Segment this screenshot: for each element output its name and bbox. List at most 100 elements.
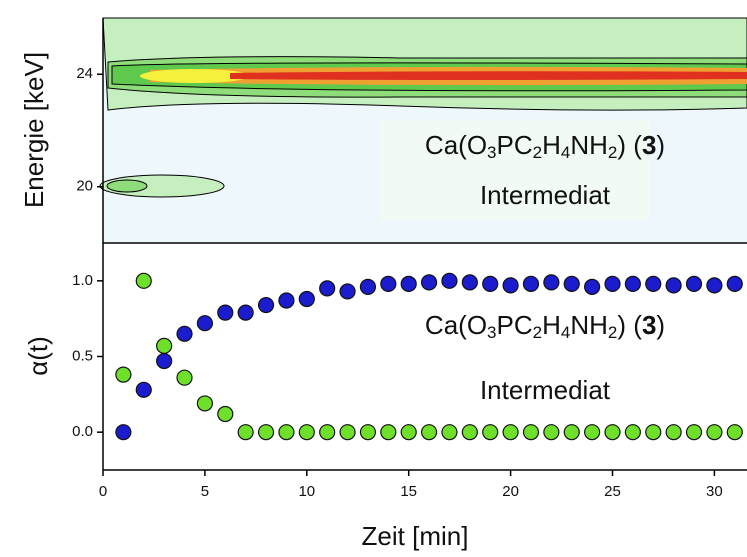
data-point (543, 274, 560, 291)
data-point (706, 277, 723, 294)
data-point (502, 424, 519, 441)
annotation-part: 3 (487, 143, 496, 162)
data-point (257, 424, 275, 441)
data-point (176, 325, 193, 342)
data-point (339, 424, 356, 441)
x-tick-label: 0 (99, 483, 107, 500)
x-axis-label: Zeit [min] (362, 521, 469, 551)
data-point (217, 405, 234, 423)
data-point (543, 424, 560, 441)
x-tick-label: 20 (502, 483, 519, 500)
annotation-part: ) (656, 310, 665, 340)
annotation-part: 2 (533, 323, 542, 342)
annotation-part: 2 (608, 323, 617, 342)
data-point (461, 274, 478, 291)
annotation-part: ) ( (617, 130, 642, 160)
annotation-part: Intermediat (480, 180, 611, 210)
data-point (645, 275, 662, 292)
data-point (237, 424, 254, 441)
data-point (604, 424, 621, 441)
data-point (278, 424, 295, 441)
data-point (380, 424, 397, 441)
data-point (217, 304, 234, 321)
contour-band (230, 71, 747, 80)
data-point (563, 275, 580, 292)
data-point (726, 424, 743, 441)
annotation-part: H (542, 310, 561, 340)
annotation-part: 4 (561, 143, 570, 162)
annotation: Intermediat (480, 180, 611, 210)
annotation-part: 2 (533, 143, 542, 162)
y-axis-label: Energie [keV] (19, 52, 49, 208)
x-tick-label: 15 (400, 483, 417, 500)
data-point (237, 304, 254, 321)
data-point (135, 381, 152, 398)
data-point (196, 315, 213, 332)
data-point (400, 424, 417, 441)
y-axis-label: α(t) (23, 336, 53, 376)
data-point (645, 424, 662, 441)
annotation-part: Ca(O (425, 130, 487, 160)
annotation-part: PC (497, 310, 533, 340)
contour-plot (99, 17, 747, 243)
data-point (665, 424, 682, 441)
data-point (726, 275, 743, 292)
data-point (400, 275, 417, 292)
data-point (706, 424, 723, 441)
data-point (522, 275, 540, 292)
data-point (115, 366, 132, 383)
data-point (156, 337, 173, 355)
annotation-part: 3 (487, 323, 496, 342)
data-point (461, 424, 478, 441)
axes (102, 18, 747, 471)
annotation-part: 3 (642, 310, 656, 340)
data-point (624, 275, 641, 292)
data-point (319, 280, 336, 297)
data-point (522, 424, 540, 441)
y-tick-label: 0.5 (72, 347, 93, 364)
data-point (624, 424, 641, 441)
data-point (115, 424, 132, 441)
y-tick-label: 20 (76, 178, 93, 195)
y-tick-label: 24 (76, 65, 93, 82)
data-point (339, 283, 356, 300)
contour-band (140, 69, 250, 83)
annotation-part: 3 (642, 130, 656, 160)
data-point (502, 277, 519, 294)
annotation-part: NH (570, 130, 608, 160)
x-tick-label: 30 (706, 483, 723, 500)
annotation-part: Intermediat (480, 375, 611, 405)
contour-band (106, 179, 148, 193)
y-tick-label: 0.0 (72, 423, 93, 440)
data-point (563, 424, 580, 441)
data-point (441, 272, 458, 289)
annotation-part: ) (656, 130, 665, 160)
data-point (584, 424, 601, 441)
x-tick-label: 10 (298, 483, 315, 500)
data-point (278, 292, 295, 309)
annotation-part: ) ( (617, 310, 642, 340)
annotation-part: NH (570, 310, 608, 340)
data-point (298, 424, 315, 441)
data-point (319, 424, 336, 441)
annotation: Ca(O3PC2H4NH2) (3) (425, 310, 665, 343)
annotation-background (380, 120, 650, 220)
data-point (420, 274, 438, 291)
data-point (685, 424, 703, 441)
data-point (441, 424, 458, 441)
annotation-part: Ca(O (425, 310, 487, 340)
data-point (196, 395, 213, 412)
data-point (359, 424, 377, 441)
data-point (604, 275, 621, 292)
data-point (135, 272, 152, 289)
data-point (665, 277, 682, 294)
data-point (380, 275, 397, 292)
data-point (482, 424, 499, 441)
annotation: Intermediat (480, 375, 611, 405)
annotation-part: 4 (561, 323, 570, 342)
y-tick-label: 1.0 (72, 272, 93, 289)
data-point (298, 290, 315, 308)
x-tick-label: 25 (604, 483, 621, 500)
annotation-part: H (542, 130, 561, 160)
